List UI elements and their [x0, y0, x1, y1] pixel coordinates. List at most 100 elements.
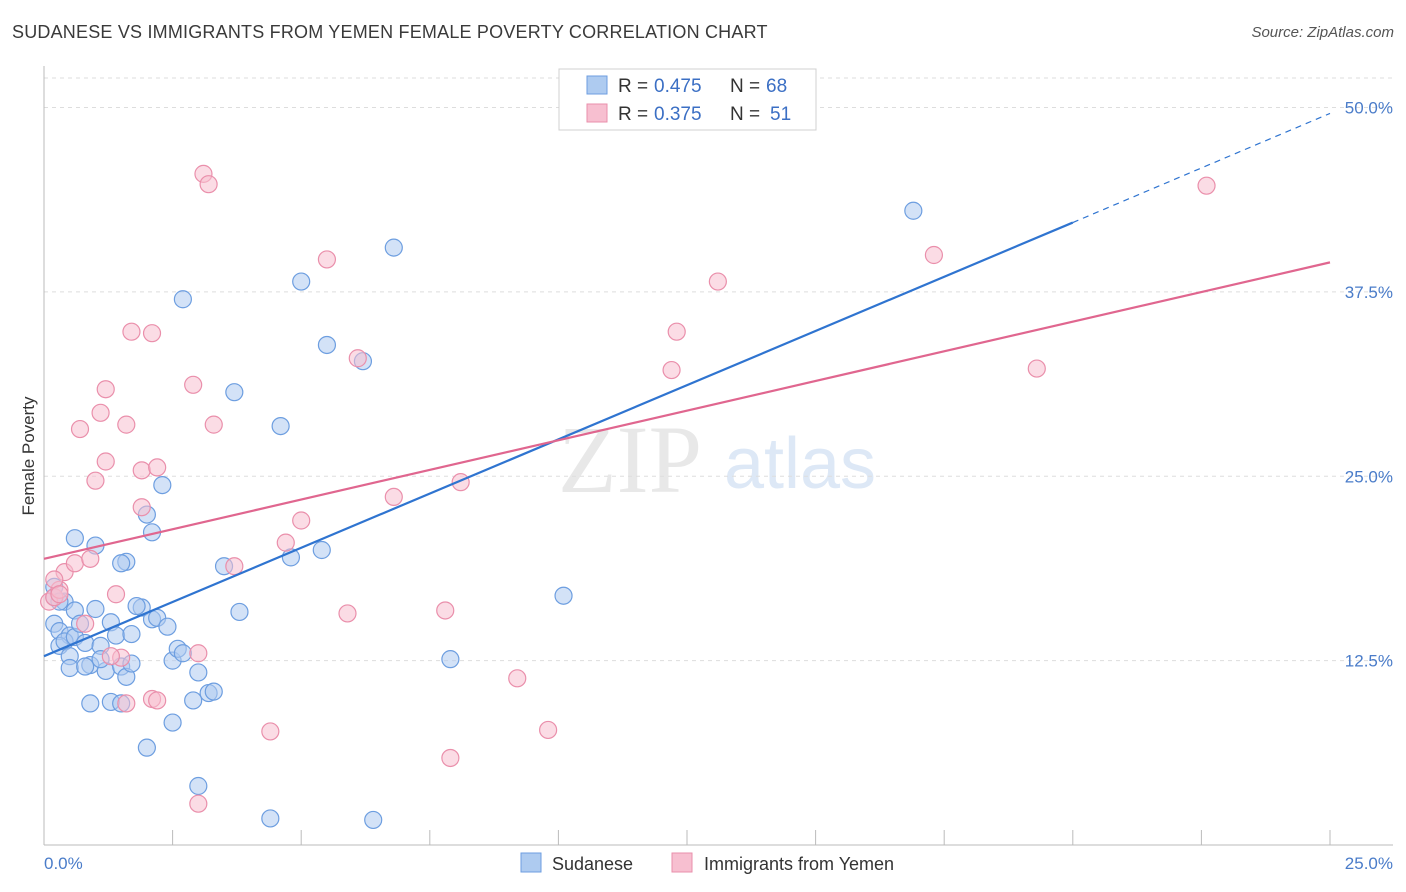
- bottom-legend-sudanese-label: Sudanese: [552, 854, 633, 874]
- yemen-point: [199, 175, 218, 194]
- yemen-point: [96, 380, 115, 399]
- sudanese-point: [904, 201, 923, 220]
- sudanese-point: [163, 713, 182, 732]
- trend-lines: [43, 112, 1331, 658]
- legend-sudanese-r-label: R =: [618, 76, 648, 97]
- yemen-point: [96, 452, 115, 471]
- grid-lines: [44, 77, 1393, 662]
- watermark-zip: ZIP: [558, 406, 702, 513]
- yemen-point: [441, 748, 460, 768]
- yemen-point: [204, 415, 223, 434]
- yemen-point: [539, 720, 558, 740]
- sudanese-point: [271, 417, 290, 436]
- sudanese-point: [184, 691, 203, 710]
- legend-sudanese-swatch: [586, 75, 608, 95]
- legend-sudanese-n-label: N =: [730, 76, 760, 97]
- sudanese-trend-extension: [1072, 112, 1331, 224]
- sudanese-points: [45, 201, 923, 830]
- yemen-point: [384, 487, 403, 506]
- bottom-legend-sudanese-swatch: [520, 852, 542, 873]
- x-tick-min: 0.0%: [44, 854, 83, 873]
- sudanese-point: [81, 694, 100, 713]
- yemen-point: [148, 458, 167, 477]
- sudanese-point: [127, 596, 146, 616]
- yemen-point: [1197, 176, 1216, 195]
- legend-yemen-n-value: 51: [770, 104, 791, 125]
- yemen-point: [276, 533, 295, 552]
- sudanese-point: [364, 810, 383, 830]
- sudanese-point: [261, 809, 280, 828]
- yemen-point: [225, 557, 244, 576]
- yemen-point: [317, 250, 337, 269]
- yemen-point: [261, 722, 280, 741]
- sudanese-point: [189, 776, 208, 796]
- yemen-point: [436, 601, 455, 620]
- y-tick-label: 50.0%: [1345, 99, 1393, 118]
- sudanese-point: [225, 383, 244, 402]
- sudanese-point: [292, 272, 311, 291]
- legend: R = 0.475 N = 68 R = 0.375 N = 51: [558, 68, 817, 131]
- yemen-point: [292, 511, 311, 530]
- sudanese-point: [60, 658, 79, 678]
- sudanese-point: [106, 626, 126, 645]
- legend-yemen-n-label: N =: [730, 104, 760, 125]
- yemen-point: [50, 585, 69, 604]
- y-tick-label: 25.0%: [1345, 467, 1393, 486]
- legend-sudanese-r-value: 0.475: [654, 76, 702, 97]
- yemen-point: [142, 324, 162, 343]
- sudanese-point: [204, 682, 223, 701]
- sudanese-point: [158, 617, 177, 636]
- y-tick-labels: 12.5% 25.0% 37.5% 50.0%: [1345, 99, 1393, 671]
- sudanese-point: [122, 624, 141, 644]
- sudanese-point: [441, 650, 460, 669]
- yemen-point: [1027, 359, 1046, 378]
- yemen-point: [91, 403, 110, 422]
- legend-sudanese-n-value: 68: [766, 76, 787, 97]
- sudanese-point: [137, 738, 156, 757]
- watermark-atlas: atlas: [724, 424, 876, 504]
- sudanese-point: [230, 602, 249, 622]
- yemen-point: [132, 461, 151, 480]
- sudanese-point: [153, 476, 172, 495]
- yemen-trend-line: [43, 261, 1331, 560]
- sudanese-point: [112, 554, 131, 573]
- yemen-point: [148, 691, 167, 710]
- sudanese-point: [86, 599, 105, 619]
- yemen-point: [81, 549, 100, 568]
- yemen-point: [184, 375, 203, 394]
- yemen-point: [189, 644, 208, 663]
- sudanese-point: [76, 657, 95, 676]
- sudanese-point: [65, 529, 84, 548]
- yemen-point: [117, 694, 136, 713]
- yemen-point: [338, 604, 357, 623]
- yemen-point: [662, 360, 681, 380]
- yemen-point: [508, 669, 527, 688]
- bottom-legend: Sudanese Immigrants from Yemen: [520, 852, 894, 874]
- yemen-point: [348, 349, 367, 368]
- yemen-point: [667, 322, 686, 341]
- y-axis-label: Female Poverty: [19, 396, 38, 516]
- sudanese-point: [317, 335, 337, 355]
- yemen-point: [65, 554, 84, 573]
- sudanese-point: [173, 644, 192, 663]
- sudanese-point: [189, 663, 208, 682]
- sudanese-point: [173, 290, 192, 309]
- chart-title: SUDANESE VS IMMIGRANTS FROM YEMEN FEMALE…: [12, 22, 768, 42]
- sudanese-point: [384, 238, 403, 257]
- yemen-point: [122, 322, 141, 341]
- bottom-legend-yemen-label: Immigrants from Yemen: [704, 854, 894, 874]
- legend-yemen-swatch: [586, 103, 608, 123]
- yemen-point: [101, 647, 120, 666]
- sudanese-point: [312, 540, 331, 560]
- yemen-point: [189, 794, 208, 813]
- yemen-points: [40, 164, 1216, 813]
- yemen-point: [708, 272, 727, 291]
- yemen-point: [70, 419, 90, 439]
- bottom-legend-yemen-swatch: [671, 852, 693, 873]
- yemen-point: [86, 471, 105, 490]
- y-tick-label: 37.5%: [1345, 283, 1393, 302]
- y-tick-label: 12.5%: [1345, 652, 1393, 671]
- source-label: Source: ZipAtlas.com: [1251, 24, 1394, 41]
- sudanese-point: [554, 586, 573, 605]
